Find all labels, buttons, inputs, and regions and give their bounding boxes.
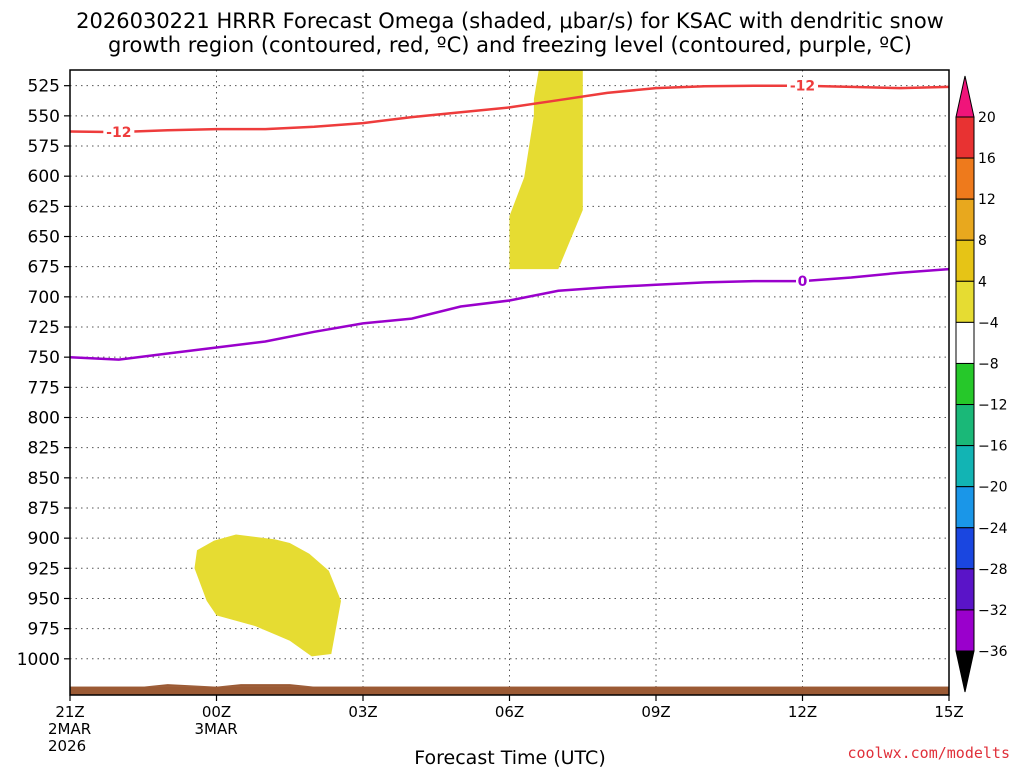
contour-label: -12 xyxy=(790,79,815,95)
omega-region xyxy=(509,70,583,270)
y-tick-label: 875 xyxy=(28,499,60,519)
y-tick-label: 825 xyxy=(28,439,60,459)
y-tick-label: 800 xyxy=(28,408,60,428)
x-axis-label: Forecast Time (UTC) xyxy=(414,747,605,768)
y-tick-label: 1000 xyxy=(17,650,60,670)
colorbar-segment xyxy=(955,362,975,406)
colorbar-tick-label: −24 xyxy=(978,521,1008,537)
title-line: growth region (contoured, red, ºC) and f… xyxy=(108,33,912,57)
y-tick-label: 950 xyxy=(28,589,60,609)
colorbar-segment xyxy=(955,321,975,364)
ground-bump xyxy=(143,684,315,687)
colorbar-bottom-arrow xyxy=(955,650,975,693)
colorbar-tick-label: 8 xyxy=(978,233,987,249)
colorbar-top-arrow xyxy=(955,75,975,118)
colorbar-tick-label: −16 xyxy=(978,439,1008,455)
y-tick-label: 900 xyxy=(28,529,60,549)
title-line: 2026030221 HRRR Forecast Omega (shaded, … xyxy=(76,9,944,33)
colorbar-tick-label: −36 xyxy=(978,644,1008,660)
colorbar-segment xyxy=(955,486,975,529)
x-tick-label: 09Z xyxy=(641,703,670,721)
contour-label: 0 xyxy=(798,274,808,290)
temperature-contours: -12 -12 0 xyxy=(69,77,950,361)
y-tick-label: 575 xyxy=(28,137,60,157)
colorbar-segment xyxy=(955,157,975,200)
grid-lines xyxy=(70,70,949,695)
ground-layer xyxy=(70,684,949,695)
contour-label-bg xyxy=(796,273,809,290)
contour-label: -12 xyxy=(106,125,131,141)
contour-label-bg xyxy=(787,77,818,94)
colorbar-segment xyxy=(955,609,975,652)
colorbar-tick-label: 12 xyxy=(978,192,996,208)
colorbar-tick-label: 20 xyxy=(978,110,996,126)
omega-shading xyxy=(194,70,583,657)
colorbar-tick-label: 4 xyxy=(978,274,987,290)
x-tick-label: 2MAR xyxy=(48,720,91,738)
y-tick-label: 925 xyxy=(28,559,60,579)
ground-band xyxy=(70,686,949,695)
y-tick-label: 675 xyxy=(28,258,60,278)
y-tick-label: 725 xyxy=(28,318,60,338)
colorbar-segment xyxy=(955,280,975,323)
colorbar-tick-label: −4 xyxy=(978,315,999,331)
colorbar-tick-label: −12 xyxy=(978,398,1008,414)
x-tick-label: 03Z xyxy=(348,703,377,721)
x-tick-label: 3MAR xyxy=(195,720,238,738)
colorbar-segment xyxy=(955,404,975,447)
x-tick-label: 2026 xyxy=(48,737,86,755)
y-tick-label: 975 xyxy=(28,620,60,640)
y-tick-label: 850 xyxy=(28,469,60,489)
pressure-axis-ticks: 525 550 575 600 625 650 675 700 725 750 775 800 825 8… xyxy=(17,77,70,670)
colorbar-segment xyxy=(955,527,975,570)
x-tick-label: 06Z xyxy=(495,703,524,721)
x-tick-label: 12Z xyxy=(788,703,817,721)
colorbar: 20 16 12 8 4 −4 −8 −12 −16 −20 −24 −28 −32 −36 xyxy=(955,75,1008,693)
y-tick-label: 750 xyxy=(28,348,60,368)
colorbar-tick-label: −20 xyxy=(978,480,1008,496)
colorbar-segment xyxy=(955,568,975,611)
x-tick-label: 15Z xyxy=(934,703,963,721)
y-tick-label: 550 xyxy=(28,107,60,127)
y-tick-label: 600 xyxy=(28,167,60,187)
credit-text: coolwx.com/modelts xyxy=(847,744,1010,762)
y-tick-label: 700 xyxy=(28,288,60,308)
y-tick-label: 525 xyxy=(28,77,60,97)
omega-region xyxy=(194,534,341,657)
y-tick-label: 625 xyxy=(28,197,60,217)
x-tick-label: 21Z xyxy=(55,703,84,721)
chart-title: 2026030221 HRRR Forecast Omega (shaded, … xyxy=(76,9,944,57)
contour-label-bg xyxy=(103,124,135,141)
y-tick-label: 775 xyxy=(28,378,60,398)
colorbar-segment xyxy=(955,116,975,159)
colorbar-segment xyxy=(955,445,975,488)
colorbar-tick-label: −28 xyxy=(978,562,1008,578)
colorbar-tick-label: −8 xyxy=(978,356,999,372)
y-tick-label: 650 xyxy=(28,228,60,248)
colorbar-tick-label: 16 xyxy=(978,151,996,167)
colorbar-segment xyxy=(955,198,975,241)
x-tick-label: 00Z xyxy=(202,703,231,721)
colorbar-segment xyxy=(955,239,975,282)
colorbar-tick-label: −32 xyxy=(978,603,1008,619)
